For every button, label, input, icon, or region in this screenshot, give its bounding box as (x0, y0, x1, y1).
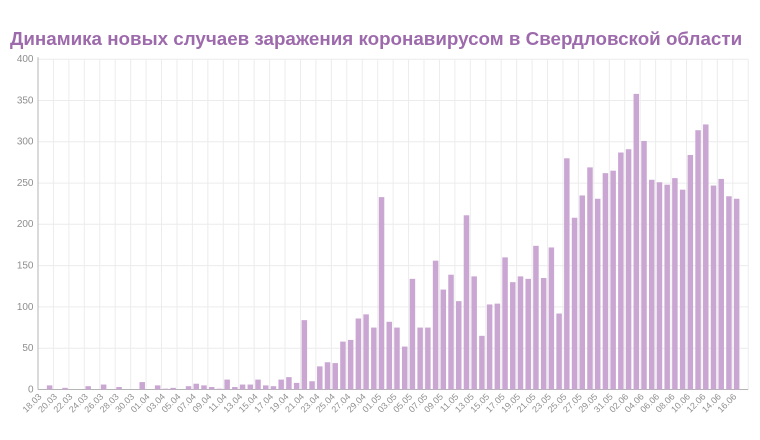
svg-text:50: 50 (22, 343, 34, 354)
svg-text:200: 200 (17, 219, 34, 230)
svg-text:250: 250 (17, 178, 34, 189)
svg-text:300: 300 (17, 137, 34, 148)
svg-text:0: 0 (28, 384, 34, 395)
svg-text:Динамика новых случаев заражен: Динамика новых случаев заражения коронав… (10, 28, 742, 49)
svg-text:150: 150 (17, 261, 34, 272)
svg-text:350: 350 (17, 95, 34, 106)
svg-text:400: 400 (17, 54, 34, 65)
svg-text:100: 100 (17, 302, 34, 313)
